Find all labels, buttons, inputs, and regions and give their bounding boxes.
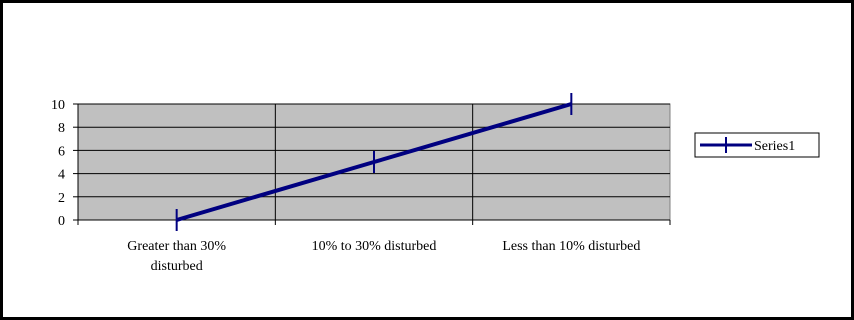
x-category-label-line: 10% to 30% disturbed (312, 239, 437, 254)
series-layer (175, 93, 573, 231)
y-tick-label-10: 10 (51, 98, 65, 113)
y-tick-label-2: 2 (58, 191, 65, 206)
x-category-label-0: Greater than 30% disturbed (127, 239, 226, 274)
x-category-label-1: 10% to 30% disturbed (312, 239, 437, 254)
legend: Series1 (694, 132, 820, 158)
y-tick-label-6: 6 (58, 144, 65, 159)
x-category-label-2: Less than 10% disturbed (502, 239, 640, 254)
gridlines (78, 103, 670, 220)
x-category-label-line: disturbed (151, 259, 203, 274)
x-category-label-line: Less than 10% disturbed (502, 239, 640, 254)
y-tick-label-8: 8 (58, 121, 65, 136)
y-tick-label-0: 0 (58, 214, 65, 229)
x-category-label-line: Greater than 30% (127, 239, 226, 254)
legend-label-series1: Series1 (754, 139, 795, 154)
y-tick-label-4: 4 (58, 168, 65, 183)
